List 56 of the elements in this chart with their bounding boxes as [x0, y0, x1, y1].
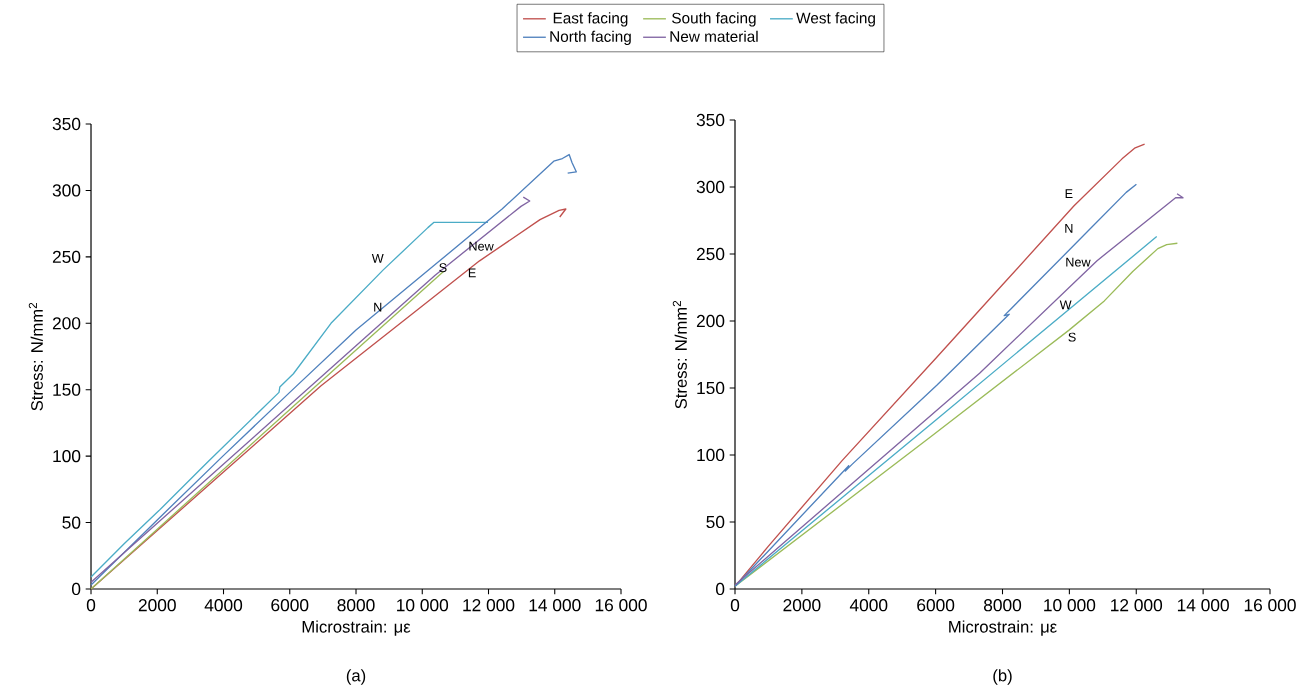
x-axis-title: Microstrain: με — [302, 620, 411, 636]
annotation: S — [439, 263, 447, 273]
y-tick-label: 300 — [52, 184, 81, 197]
y-tick-label: 250 — [52, 250, 81, 263]
x-tick-label: 6000 — [917, 599, 955, 612]
x-tick-label: 2000 — [783, 599, 821, 612]
x-tick-label: 0 — [86, 599, 96, 612]
y-tick-label: 200 — [696, 314, 725, 328]
annotation: New — [1066, 257, 1091, 267]
annotation: W — [1059, 300, 1072, 310]
y-tick-label: 200 — [52, 317, 81, 330]
annotation: W — [371, 254, 384, 263]
line-series — [90, 153, 577, 586]
y-tick-label: 350 — [696, 113, 725, 127]
x-tick-label: 8000 — [337, 599, 375, 612]
y-tick-label: 300 — [696, 180, 725, 194]
x-tick-label: 8000 — [983, 599, 1022, 612]
text: (a) — [346, 669, 366, 685]
text: (b) — [993, 669, 1012, 685]
annotation: N — [374, 302, 382, 312]
x-tick-label: 14 000 — [529, 599, 581, 612]
y-tick-label: 150 — [53, 383, 81, 396]
y-tick-label: 50 — [62, 516, 81, 529]
y-tick-label: 350 — [52, 117, 81, 131]
annotation: New — [469, 241, 494, 251]
y-axis-title: Stress: N/mm$^{2}$ — [28, 302, 43, 411]
x-tick-label: 10 000 — [1044, 599, 1096, 612]
annotation: E — [468, 268, 476, 278]
y-axis-title: Stress: N/mm$^{2}$ — [672, 300, 687, 409]
x-tick-label: 0 — [730, 599, 740, 612]
x-tick-label: 14 000 — [1177, 599, 1229, 612]
x-tick-label: 4000 — [204, 599, 243, 612]
x-tick-label: 10 000 — [397, 599, 449, 612]
y-tick-label: 0 — [715, 582, 725, 596]
y-tick-label: 0 — [71, 582, 81, 596]
legend-label: South facing — [672, 12, 756, 27]
x-tick-label: 12 000 — [463, 599, 515, 612]
legend-label: West facing — [796, 12, 875, 27]
y-tick-label: 150 — [697, 381, 725, 395]
x-tick-label: 16 000 — [595, 599, 647, 612]
x-tick-label: 2000 — [138, 599, 176, 612]
annotation: S — [1068, 332, 1076, 342]
legend-label: New material — [670, 30, 758, 42]
x-axis-title: Microstrain: με — [949, 620, 1057, 636]
y-tick-label: 250 — [696, 247, 725, 261]
y-tick-label: 100 — [53, 449, 81, 463]
y-tick-label: 50 — [706, 515, 725, 529]
legend-label: North facing — [550, 30, 631, 45]
annotation: N — [1065, 223, 1073, 233]
x-tick-label: 16 000 — [1244, 599, 1296, 612]
y-tick-label: 100 — [697, 448, 725, 462]
x-tick-label: 12 000 — [1111, 599, 1163, 612]
x-tick-label: 6000 — [271, 599, 309, 612]
annotation: E — [1065, 189, 1073, 198]
x-tick-label: 4000 — [849, 599, 888, 612]
legend-label: East facing — [553, 12, 628, 27]
